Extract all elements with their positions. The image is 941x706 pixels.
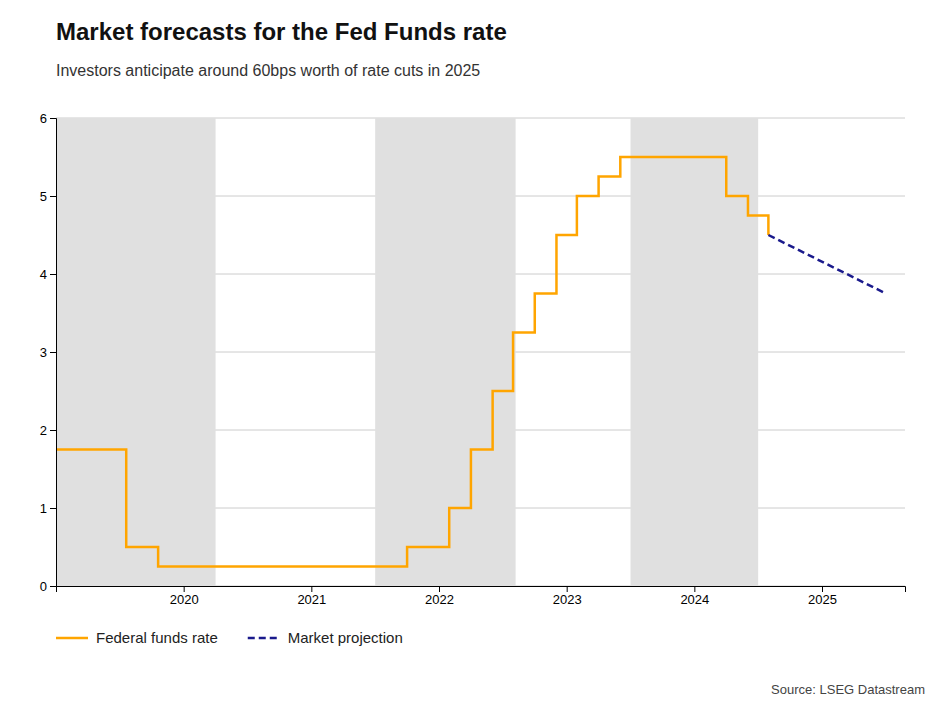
title: Market forecasts for the Fed Funds rate	[56, 18, 507, 45]
tick: 6	[40, 111, 56, 126]
tick-mark	[311, 586, 312, 592]
tick: 2025	[808, 586, 837, 607]
chart: Market forecasts for the Fed Funds rate I…	[0, 0, 941, 706]
tick-label: 3	[40, 345, 47, 360]
tick: 3	[40, 345, 56, 360]
x-axis: 2020 2021 2022 2023 2024 2025	[57, 586, 906, 607]
tick-label: 4	[40, 267, 47, 282]
tick-label: 2020	[170, 592, 199, 607]
tick: 2	[40, 423, 56, 438]
series-line	[768, 235, 885, 294]
tick-mark	[50, 586, 56, 587]
tick-label: 5	[40, 189, 47, 204]
tick-mark	[50, 430, 56, 431]
shaded-region	[375, 118, 515, 586]
tick: 1	[40, 501, 56, 516]
axis-line	[57, 587, 906, 593]
tick-label: 2021	[297, 592, 326, 607]
data-layer	[56, 118, 886, 586]
legend-swatch	[56, 637, 88, 640]
subtitle: Investors anticipate around 60bps worth …	[56, 62, 480, 79]
tick-label: 6	[40, 111, 47, 126]
tick: 2023	[553, 586, 582, 607]
tick: 5	[40, 189, 56, 204]
legend-label: Market projection	[288, 629, 403, 646]
tick-label: 2022	[425, 592, 454, 607]
legend-item: Market projection	[248, 629, 403, 646]
shaded-region	[56, 118, 216, 586]
legend-item: Federal funds rate	[56, 629, 218, 646]
tick-label: 0	[40, 579, 47, 594]
legend: Federal funds rate Market projection	[56, 629, 403, 646]
tick-label: 2023	[553, 592, 582, 607]
axis-line	[50, 119, 57, 587]
grid	[56, 118, 905, 586]
tick-mark	[50, 508, 56, 509]
tick: 0	[40, 579, 56, 594]
plot: 0 1 2 3 4 5 6 2020 2021 2022 2023 2024 2025	[40, 111, 906, 608]
legend-swatch	[248, 637, 280, 640]
tick-label: 2024	[680, 592, 709, 607]
tick-label: 1	[40, 501, 47, 516]
source: Source: LSEG Datastream	[771, 682, 925, 697]
tick-mark	[184, 586, 185, 592]
tick-mark	[567, 586, 568, 592]
tick-mark	[694, 586, 695, 592]
tick-mark	[50, 274, 56, 275]
tick-label: 2	[40, 423, 47, 438]
tick: 2024	[680, 586, 709, 607]
shaded-region	[631, 118, 759, 586]
tick-mark	[50, 352, 56, 353]
series-line	[56, 157, 768, 567]
tick-mark	[822, 586, 823, 592]
tick-mark	[439, 586, 440, 592]
tick: 2020	[170, 586, 199, 607]
tick-label: 2025	[808, 592, 837, 607]
tick-mark	[50, 196, 56, 197]
tick-mark	[50, 118, 56, 119]
legend-label: Federal funds rate	[96, 629, 218, 646]
tick: 2022	[425, 586, 454, 607]
tick: 2021	[297, 586, 326, 607]
y-axis: 0 1 2 3 4 5 6	[40, 111, 57, 594]
tick: 4	[40, 267, 56, 282]
